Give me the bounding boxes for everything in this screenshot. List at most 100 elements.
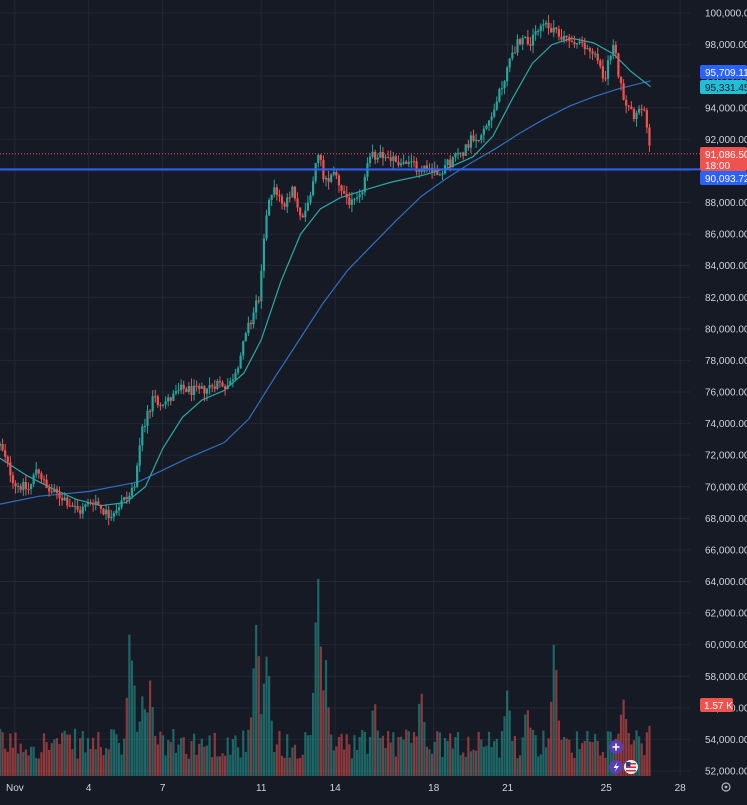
volume-bar bbox=[27, 755, 30, 776]
candle-body bbox=[648, 127, 651, 146]
lightning-glyph-icon bbox=[613, 762, 619, 772]
volume-bar bbox=[570, 752, 573, 776]
candle-body bbox=[71, 505, 74, 507]
volume-bar bbox=[451, 748, 454, 776]
volume-bar bbox=[9, 733, 12, 776]
candle-body bbox=[133, 486, 136, 488]
volume-bar bbox=[521, 737, 524, 776]
volume-bar bbox=[493, 741, 496, 776]
volume-bar bbox=[208, 735, 211, 776]
volume-bar bbox=[531, 729, 535, 776]
volume-bar bbox=[198, 743, 201, 776]
candle-body bbox=[594, 53, 597, 55]
volume-bar bbox=[433, 741, 436, 776]
candle-body bbox=[37, 469, 40, 474]
candle-body bbox=[185, 388, 188, 392]
candle-body bbox=[107, 509, 110, 519]
candle-body bbox=[0, 443, 2, 446]
candle-body bbox=[384, 157, 387, 159]
volume-bar bbox=[609, 731, 612, 776]
volume-bar bbox=[216, 756, 219, 776]
volume-bar bbox=[482, 746, 485, 776]
volume-bar bbox=[275, 744, 278, 776]
candle-body bbox=[123, 497, 126, 501]
volume-bar bbox=[185, 753, 188, 776]
volume-tag bbox=[700, 698, 733, 712]
candle-body bbox=[604, 78, 607, 80]
event-icons[interactable] bbox=[609, 740, 731, 792]
time-axis[interactable]: Nov 4 7 11 14 18 21 25 28 bbox=[6, 783, 686, 794]
volume-bar bbox=[156, 744, 159, 776]
volume-bar bbox=[112, 729, 115, 776]
volume-bar bbox=[169, 742, 172, 776]
candle-body bbox=[110, 516, 113, 519]
candle-body bbox=[190, 386, 193, 395]
ma-fast-tag-text: 95,331.45 bbox=[705, 83, 747, 94]
candle-body bbox=[22, 481, 25, 490]
volume-bar bbox=[125, 697, 128, 776]
volume-bar bbox=[40, 752, 43, 776]
candle-body bbox=[29, 484, 33, 490]
volume-bar bbox=[177, 744, 180, 776]
candle-body bbox=[252, 312, 255, 325]
candle-body bbox=[397, 161, 400, 166]
volume-bar bbox=[309, 734, 312, 776]
volume-bar bbox=[617, 733, 620, 776]
time-tick-label: 14 bbox=[330, 783, 342, 794]
candle-body bbox=[324, 177, 328, 180]
settings-gear-icon[interactable] bbox=[721, 782, 731, 792]
candle-body bbox=[19, 485, 22, 490]
candle-body bbox=[128, 495, 131, 500]
volume-bar bbox=[32, 746, 35, 776]
candle-body bbox=[446, 159, 449, 166]
candle-body bbox=[573, 42, 576, 45]
flag-stripe-icon bbox=[626, 770, 636, 772]
candle-body bbox=[487, 120, 491, 126]
candle-body bbox=[459, 152, 462, 154]
ma-slow-tag bbox=[700, 65, 747, 79]
volume-bar bbox=[513, 735, 517, 776]
price-tick-label: 70,000.00 bbox=[705, 482, 747, 493]
volume-bar bbox=[172, 728, 175, 776]
candle-body bbox=[177, 390, 180, 392]
candle-body bbox=[159, 405, 162, 407]
ma-fast-line bbox=[0, 37, 651, 507]
volume-bar bbox=[68, 734, 71, 776]
time-tick-label: 21 bbox=[502, 783, 514, 794]
candle-body bbox=[66, 497, 69, 506]
volume-bar bbox=[29, 746, 33, 776]
candle-body bbox=[317, 155, 320, 164]
candle-body bbox=[376, 157, 379, 160]
candle-body bbox=[511, 52, 514, 59]
candle-body bbox=[239, 355, 242, 369]
flag-canton-icon bbox=[626, 762, 631, 767]
candle-body bbox=[102, 508, 105, 515]
volume-bar bbox=[234, 735, 237, 776]
volume-bar bbox=[218, 756, 222, 776]
candle-body bbox=[418, 169, 421, 172]
volume-bar bbox=[350, 758, 353, 776]
volume-bar bbox=[498, 757, 501, 776]
volume-bar bbox=[604, 757, 607, 776]
candle-body bbox=[524, 37, 527, 39]
candle-body bbox=[211, 385, 214, 387]
volume-bar bbox=[45, 742, 48, 776]
candle-body bbox=[112, 513, 115, 517]
volume-bar bbox=[224, 755, 227, 776]
price-axis[interactable]: 100,000.0098,000.0096,000.0094,000.0092,… bbox=[705, 9, 747, 778]
volume-bar bbox=[17, 753, 20, 776]
candle-body bbox=[578, 41, 581, 43]
volume-bar bbox=[407, 731, 410, 776]
volume-bar bbox=[524, 714, 527, 776]
candle-body bbox=[464, 144, 467, 156]
volume-bar bbox=[583, 741, 586, 776]
volume-bar bbox=[495, 738, 498, 776]
volume-bar bbox=[586, 730, 589, 776]
candle-body bbox=[1, 443, 4, 451]
candle-body bbox=[374, 151, 377, 160]
candle-body bbox=[198, 386, 201, 389]
candle-body bbox=[311, 181, 315, 196]
candle-body bbox=[345, 193, 348, 198]
candle-body bbox=[451, 157, 454, 168]
